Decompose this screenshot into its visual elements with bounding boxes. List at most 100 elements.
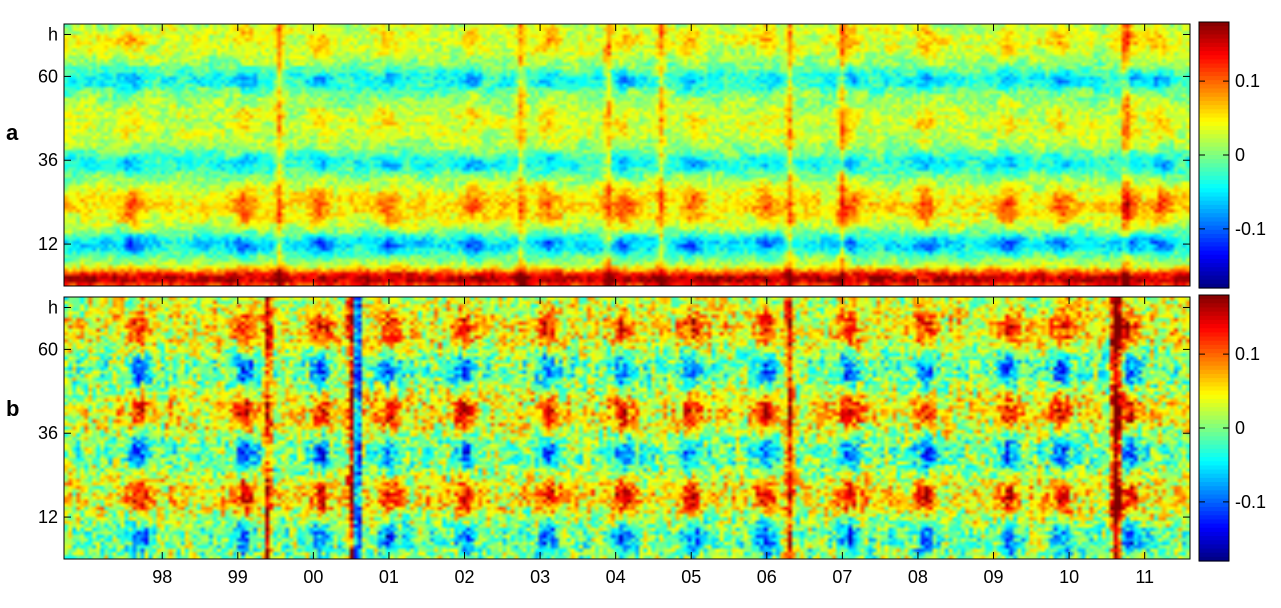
colorbar-swatch [1199, 328, 1229, 334]
heatmap-b [64, 297, 1190, 559]
colorbar-swatch [1199, 515, 1229, 521]
colorbar-swatch [1199, 436, 1229, 442]
colorbar-swatch [1199, 225, 1229, 231]
colorbar-swatch [1199, 258, 1229, 264]
colorbar-swatch [1199, 502, 1229, 508]
x-tick-label: 98 [152, 567, 172, 587]
colorbar-swatch [1199, 469, 1229, 475]
colorbar-swatch [1199, 109, 1229, 115]
colorbar-swatch [1199, 267, 1229, 272]
plot-frame-b [63, 296, 1191, 560]
colorbar-swatch [1199, 59, 1229, 65]
colorbar-swatch [1199, 544, 1229, 550]
colorbar-swatch [1199, 295, 1229, 300]
colorbar-swatch [1199, 432, 1229, 437]
colorbar-swatch [1199, 448, 1229, 454]
colorbar-swatch [1199, 92, 1229, 98]
colorbar-swatch [1199, 382, 1229, 388]
x-tick-label: 03 [530, 567, 550, 587]
colorbar-swatch [1199, 486, 1229, 491]
colorbar-swatch [1199, 536, 1229, 541]
x-tick-label: 07 [832, 567, 852, 587]
colorbar-swatch [1199, 473, 1229, 479]
x-tick-label: 00 [303, 567, 323, 587]
colorbar-swatch [1199, 100, 1229, 106]
colorbar-swatch [1199, 378, 1229, 383]
colorbar-swatch [1199, 556, 1229, 562]
y-tick-label: 60 [38, 339, 58, 359]
colorbar-swatch [1199, 105, 1229, 110]
colorbar-swatch [1199, 196, 1229, 202]
colorbar-swatch [1199, 67, 1229, 73]
colorbar-swatch [1199, 477, 1229, 483]
colorbar-swatch [1199, 344, 1229, 350]
colorbar-swatch [1199, 63, 1229, 69]
heatmap-field [64, 297, 1190, 559]
y-tick-label: 60 [38, 66, 58, 86]
colorbar-swatch [1199, 315, 1229, 321]
colorbar-a: 0.1 0 -0.1 [1198, 21, 1266, 289]
colorbar-swatch [1199, 340, 1229, 346]
colorbar-swatch [1199, 179, 1229, 185]
colorbar-swatch [1199, 229, 1229, 235]
colorbar-swatch [1199, 457, 1229, 462]
colorbar-swatch [1199, 142, 1229, 148]
colorbar-swatch [1199, 30, 1229, 36]
colorbar-swatch [1199, 242, 1229, 248]
colorbar-swatch [1199, 271, 1229, 277]
colorbar-swatch [1199, 84, 1229, 90]
x-tick-label: 11 [1135, 567, 1154, 587]
colorbar-swatch [1199, 34, 1229, 40]
colorbar-swatch [1199, 307, 1229, 313]
panel-b-label: b [6, 396, 19, 421]
colorbar-swatch [1199, 238, 1229, 243]
colorbar-swatch [1199, 213, 1229, 218]
colorbar-tick-label: 0.1 [1235, 344, 1260, 364]
heatmap-a [64, 24, 1190, 286]
colorbar-swatch [1199, 96, 1229, 102]
x-axis-b: 98 99 00 01 02 03 04 05 06 07 08 09 10 11 [152, 297, 1154, 587]
y-tick-label: 12 [38, 507, 58, 527]
panel-a: a 12 36 60 h 0.1 0 -0.1 [6, 21, 1266, 289]
colorbar-swatch [1199, 221, 1229, 227]
y-tick-label: 36 [38, 150, 58, 170]
colorbar-swatch [1199, 263, 1229, 268]
x-tick-label: 08 [908, 567, 928, 587]
y-tick-label: h [48, 24, 58, 44]
colorbar-swatch [1199, 527, 1229, 533]
colorbar-swatch [1199, 184, 1229, 189]
x-tick-label: 10 [1059, 567, 1079, 587]
colorbar-swatch [1199, 22, 1229, 27]
colorbar-swatch [1199, 138, 1229, 144]
x-tick-label: 01 [379, 567, 399, 587]
colorbar-swatch [1199, 233, 1229, 239]
colorbar-swatch [1199, 303, 1229, 309]
colorbar-swatch [1199, 192, 1229, 198]
colorbar-swatch [1199, 117, 1229, 123]
colorbar-swatch [1199, 440, 1229, 446]
x-tick-label: 04 [606, 567, 626, 587]
colorbar-swatch [1199, 71, 1229, 77]
colorbar-swatch [1199, 394, 1229, 400]
colorbar-swatch [1199, 461, 1229, 467]
colorbar-swatch [1199, 407, 1229, 412]
plot-frame-a [63, 23, 1191, 287]
colorbar-swatch [1199, 353, 1229, 358]
colorbar-swatch [1199, 163, 1229, 169]
colorbar-swatch [1199, 200, 1229, 206]
colorbar-swatch [1199, 26, 1229, 31]
x-tick-label: 06 [757, 567, 777, 587]
colorbar-swatch [1199, 167, 1229, 173]
colorbar-swatch [1199, 76, 1229, 81]
colorbar-swatch [1199, 386, 1229, 392]
colorbar-swatch [1199, 423, 1229, 429]
colorbar-swatch [1199, 494, 1229, 500]
colorbar-swatch [1199, 373, 1229, 379]
colorbar-swatch [1199, 398, 1229, 404]
colorbar-swatch [1199, 511, 1229, 516]
colorbar-swatch [1199, 38, 1229, 44]
x-tick-label: 02 [455, 567, 475, 587]
colorbar-tick-label: -0.1 [1235, 492, 1266, 512]
y-tick-label: 12 [38, 234, 58, 254]
